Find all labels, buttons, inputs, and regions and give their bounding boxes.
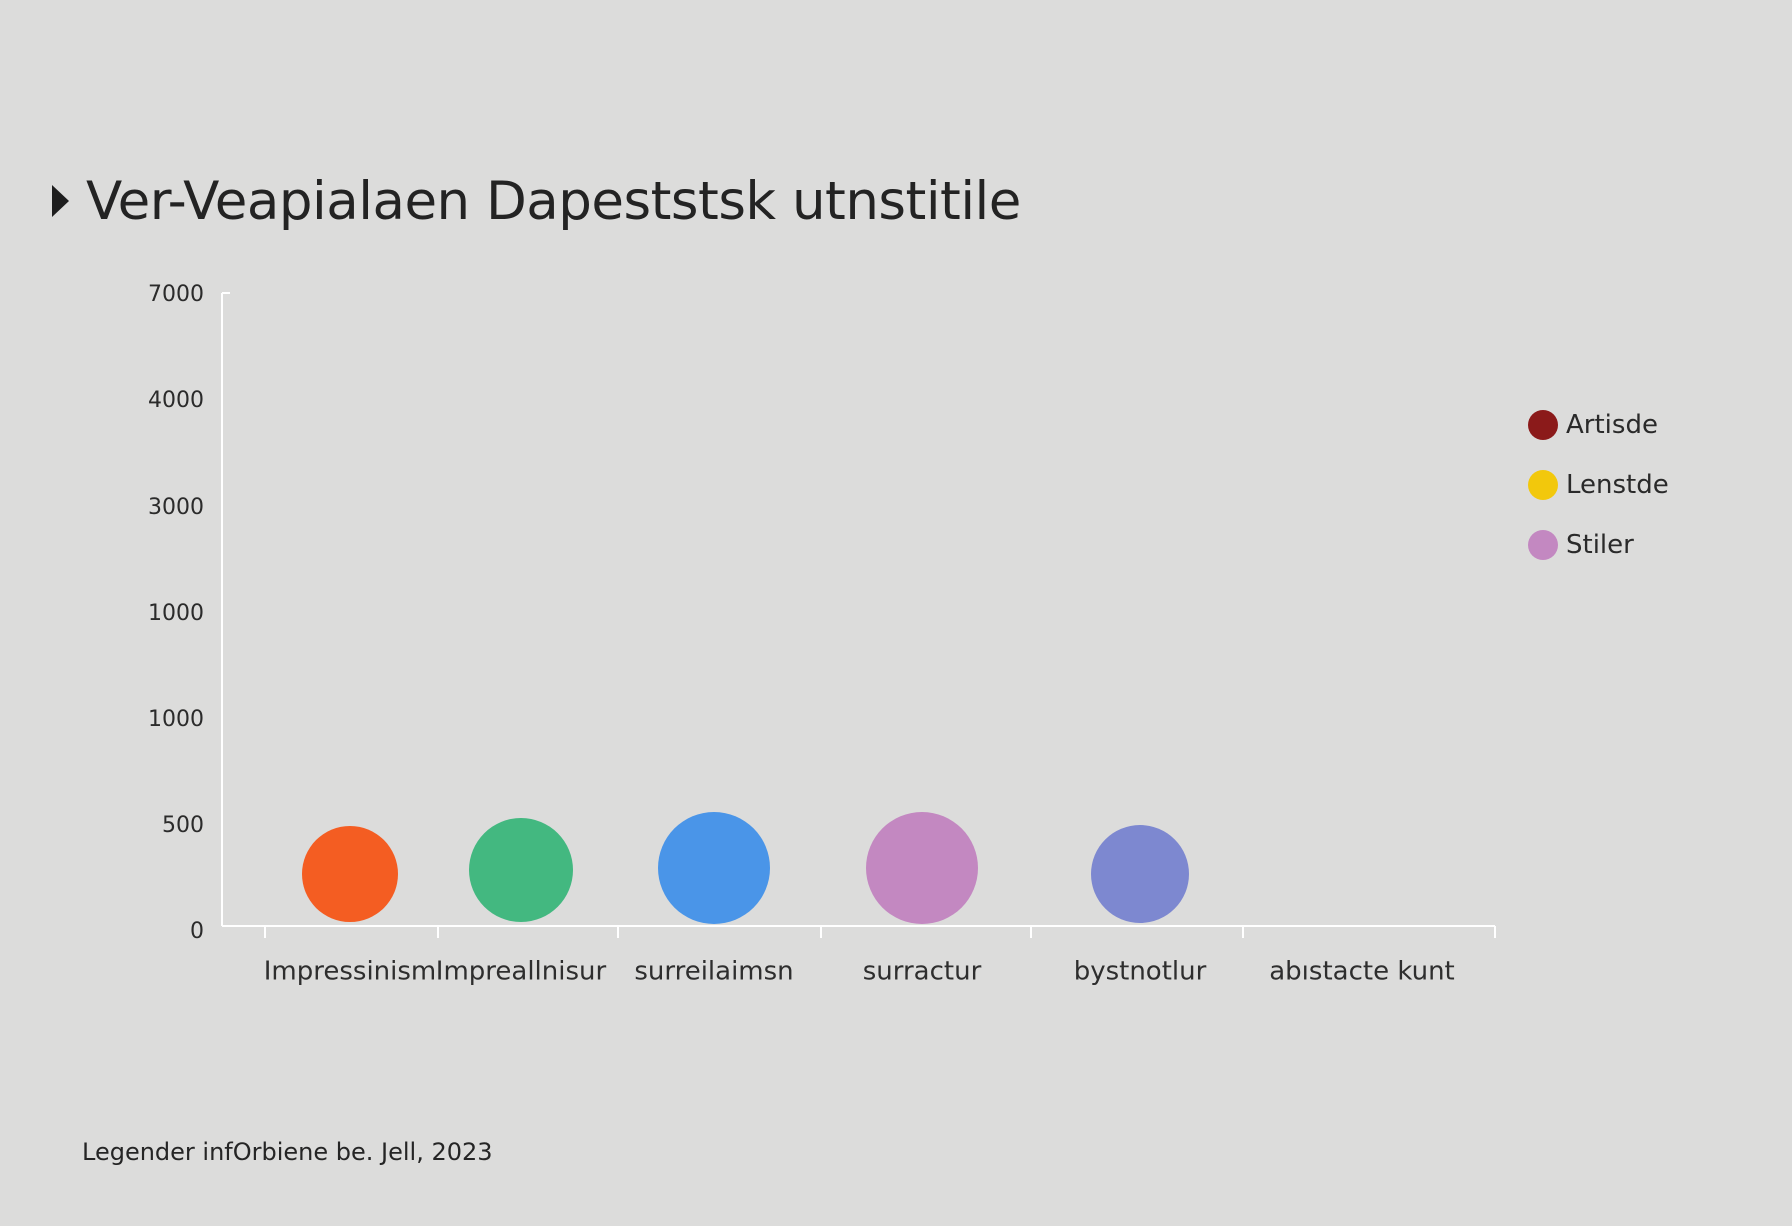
bubble-point[interactable] (1091, 825, 1189, 923)
title-row: Ver-Veapialaen Dapeststsk utnstitile (52, 168, 1021, 234)
caret-right-icon[interactable] (52, 185, 69, 217)
bubble-point[interactable] (866, 812, 978, 924)
y-tick-label: 0 (190, 919, 204, 944)
y-tick-label: 1000 (148, 601, 204, 626)
legend-label: Lenstde (1566, 470, 1669, 500)
x-category-label: bystnotlur (1074, 957, 1207, 987)
chart-title: Ver-Veapialaen Dapeststsk utnstitile (86, 170, 1021, 232)
bubble-point[interactable] (658, 812, 770, 924)
legend-item-artisde[interactable]: Artisde (1528, 410, 1669, 440)
legend-item-stiler[interactable]: Stiler (1528, 530, 1669, 560)
x-category-label: surractur (863, 957, 982, 987)
legend-swatch (1528, 470, 1558, 500)
bubbles (302, 812, 1189, 924)
y-axis: 0 500 1000 1000 3000 4000 7000 (148, 282, 230, 944)
legend-label: Artisde (1566, 410, 1658, 440)
legend-swatch (1528, 410, 1558, 440)
bubble-point[interactable] (469, 818, 573, 922)
y-tick-label: 3000 (148, 495, 204, 520)
bubble-point[interactable] (302, 826, 398, 922)
y-tick-label: 1000 (148, 707, 204, 732)
x-axis: Impressinism Impreallnisur surreilaimsn sur… (222, 925, 1496, 987)
y-tick-label: 4000 (148, 388, 204, 413)
legend-swatch (1528, 530, 1558, 560)
x-category-label: Impreallnisur (436, 957, 607, 987)
x-category-label: Impressinism (264, 957, 437, 987)
legend-item-lenstde[interactable]: Lenstde (1528, 470, 1669, 500)
legend: Artisde Lenstde Stiler (1528, 410, 1669, 590)
x-category-label: abıstacte kunt (1269, 957, 1455, 987)
y-tick-label: 500 (162, 813, 204, 838)
footnote: Legender infOrbiene be. Jell, 2023 (82, 1138, 493, 1166)
y-tick-label: 7000 (148, 282, 204, 307)
legend-label: Stiler (1566, 530, 1634, 560)
x-category-label: surreilaimsn (634, 957, 793, 987)
